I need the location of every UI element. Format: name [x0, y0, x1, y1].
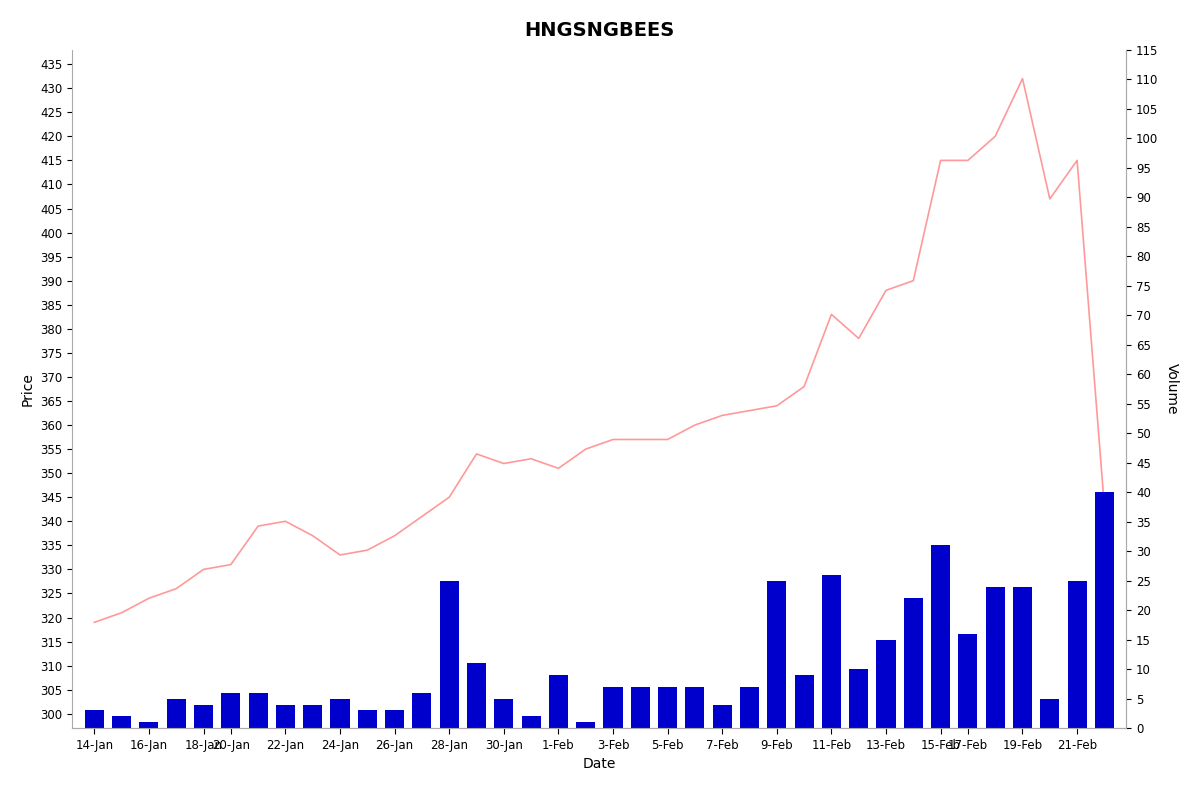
Bar	[248, 693, 268, 728]
Bar	[876, 640, 895, 728]
Bar	[631, 687, 650, 728]
Bar	[413, 693, 432, 728]
Bar	[904, 599, 923, 728]
Bar	[1013, 587, 1032, 728]
Title: HNGSNGBEES: HNGSNGBEES	[524, 21, 674, 40]
Bar	[740, 687, 760, 728]
Y-axis label: Price: Price	[20, 372, 35, 406]
Bar	[822, 575, 841, 728]
Bar	[1094, 492, 1114, 728]
Bar	[685, 687, 704, 728]
Bar	[112, 717, 131, 728]
Bar	[194, 705, 214, 728]
Bar	[850, 669, 869, 728]
Bar	[576, 722, 595, 728]
Bar	[794, 675, 814, 728]
Bar	[713, 705, 732, 728]
Bar	[358, 710, 377, 728]
X-axis label: Date: Date	[583, 757, 616, 771]
Bar	[604, 687, 623, 728]
Bar	[467, 663, 486, 728]
Bar	[167, 699, 186, 728]
Bar	[767, 581, 786, 728]
Bar	[522, 717, 541, 728]
Bar	[494, 699, 514, 728]
Bar	[1068, 581, 1087, 728]
Bar	[221, 693, 240, 728]
Bar	[931, 546, 950, 728]
Bar	[548, 675, 568, 728]
Bar	[85, 710, 104, 728]
Y-axis label: Volume: Volume	[1165, 364, 1180, 415]
Bar	[439, 581, 458, 728]
Bar	[330, 699, 349, 728]
Bar	[1040, 699, 1060, 728]
Bar	[139, 722, 158, 728]
Bar	[959, 634, 978, 728]
Bar	[985, 587, 1004, 728]
Bar	[385, 710, 404, 728]
Bar	[276, 705, 295, 728]
Bar	[304, 705, 323, 728]
Bar	[658, 687, 677, 728]
